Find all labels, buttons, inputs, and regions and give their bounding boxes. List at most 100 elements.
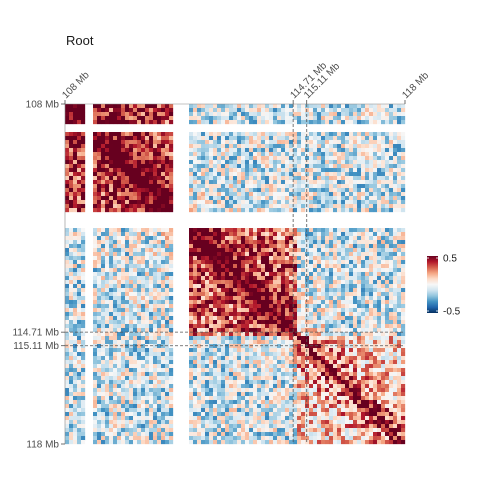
heatmap-cell xyxy=(289,172,294,177)
heatmap-cell xyxy=(365,104,370,109)
heatmap-cell xyxy=(237,264,242,269)
heatmap-cell xyxy=(249,232,254,237)
heatmap-cell xyxy=(269,116,274,121)
heatmap-cell xyxy=(297,340,302,345)
heatmap-cell xyxy=(289,136,294,141)
heatmap-cell xyxy=(69,192,74,197)
heatmap-cell xyxy=(149,236,154,241)
heatmap-cell xyxy=(237,184,242,189)
heatmap-cell xyxy=(257,364,262,369)
heatmap-cell xyxy=(129,352,134,357)
heatmap-cell xyxy=(149,240,154,245)
heatmap-cell xyxy=(209,340,214,345)
heatmap-cell xyxy=(97,244,102,249)
heatmap-cell xyxy=(121,136,126,141)
heatmap-cell xyxy=(305,360,310,365)
heatmap-cell xyxy=(329,352,334,357)
heatmap-cell xyxy=(401,252,406,257)
heatmap-cell xyxy=(345,144,350,149)
heatmap-cell xyxy=(277,336,282,341)
heatmap-cell xyxy=(169,332,174,337)
heatmap-cell xyxy=(289,332,294,337)
heatmap-cell xyxy=(161,148,166,153)
heatmap-cell xyxy=(253,288,258,293)
heatmap-cell xyxy=(397,360,402,365)
heatmap-cell xyxy=(101,376,106,381)
heatmap-cell xyxy=(233,148,238,153)
heatmap-cell xyxy=(297,284,302,289)
heatmap-cell xyxy=(73,280,78,285)
heatmap-cell xyxy=(377,144,382,149)
heatmap-cell xyxy=(249,172,254,177)
heatmap-cell xyxy=(77,340,82,345)
heatmap-cell xyxy=(253,272,258,277)
heatmap-cell xyxy=(161,172,166,177)
heatmap-cell xyxy=(237,196,242,201)
heatmap-cell xyxy=(369,120,374,125)
heatmap-cell xyxy=(309,300,314,305)
heatmap-cell xyxy=(277,300,282,305)
heatmap-cell xyxy=(113,380,118,385)
heatmap-cell xyxy=(113,132,118,137)
heatmap-cell xyxy=(81,376,86,381)
heatmap-cell xyxy=(285,156,290,161)
heatmap-cell xyxy=(361,248,366,253)
heatmap-cell xyxy=(253,176,258,181)
heatmap-cell xyxy=(269,232,274,237)
heatmap-cell xyxy=(109,160,114,165)
heatmap-cell xyxy=(353,252,358,257)
heatmap-cell xyxy=(109,292,114,297)
heatmap-cell xyxy=(389,148,394,153)
heatmap-cell xyxy=(381,344,386,349)
heatmap-cell xyxy=(73,192,78,197)
heatmap-cell xyxy=(113,108,118,113)
heatmap-cell xyxy=(313,168,318,173)
heatmap-cell xyxy=(197,372,202,377)
heatmap-cell xyxy=(97,288,102,293)
heatmap-cell xyxy=(161,144,166,149)
heatmap-cell xyxy=(241,352,246,357)
heatmap-cell xyxy=(381,312,386,317)
heatmap-cell xyxy=(101,176,106,181)
heatmap-cell xyxy=(397,228,402,233)
heatmap-cell xyxy=(145,348,150,353)
heatmap-cell xyxy=(77,276,82,281)
heatmap-cell xyxy=(165,360,170,365)
heatmap-cell xyxy=(377,236,382,241)
heatmap-cell xyxy=(397,348,402,353)
heatmap-cell xyxy=(381,276,386,281)
heatmap-cell xyxy=(225,332,230,337)
heatmap-cell xyxy=(161,336,166,341)
heatmap-cell xyxy=(349,284,354,289)
heatmap-cell xyxy=(337,244,342,249)
heatmap-cell xyxy=(69,176,74,181)
heatmap-cell xyxy=(269,132,274,137)
heatmap-cell xyxy=(289,148,294,153)
heatmap-cell xyxy=(317,112,322,117)
heatmap-cell xyxy=(401,292,406,297)
heatmap-cell xyxy=(113,164,118,169)
heatmap-cell xyxy=(97,148,102,153)
heatmap-cell xyxy=(101,152,106,157)
heatmap-cell xyxy=(241,320,246,325)
heatmap-cell xyxy=(321,204,326,209)
heatmap-cell xyxy=(245,252,250,257)
heatmap-cell xyxy=(301,240,306,245)
heatmap-cell xyxy=(81,144,86,149)
heatmap-cell xyxy=(373,112,378,117)
heatmap-cell xyxy=(213,164,218,169)
heatmap-cell xyxy=(141,256,146,261)
heatmap-cell xyxy=(217,284,222,289)
heatmap-cell xyxy=(317,208,322,213)
heatmap-cell xyxy=(281,252,286,257)
heatmap-cell xyxy=(197,144,202,149)
heatmap-cell xyxy=(401,192,406,197)
heatmap-cell xyxy=(129,284,134,289)
heatmap-cell xyxy=(205,348,210,353)
heatmap-cell xyxy=(381,164,386,169)
heatmap-cell xyxy=(97,132,102,137)
heatmap-cell xyxy=(337,324,342,329)
heatmap-cell xyxy=(109,272,114,277)
heatmap-cell xyxy=(169,304,174,309)
heatmap-cell xyxy=(249,200,254,205)
